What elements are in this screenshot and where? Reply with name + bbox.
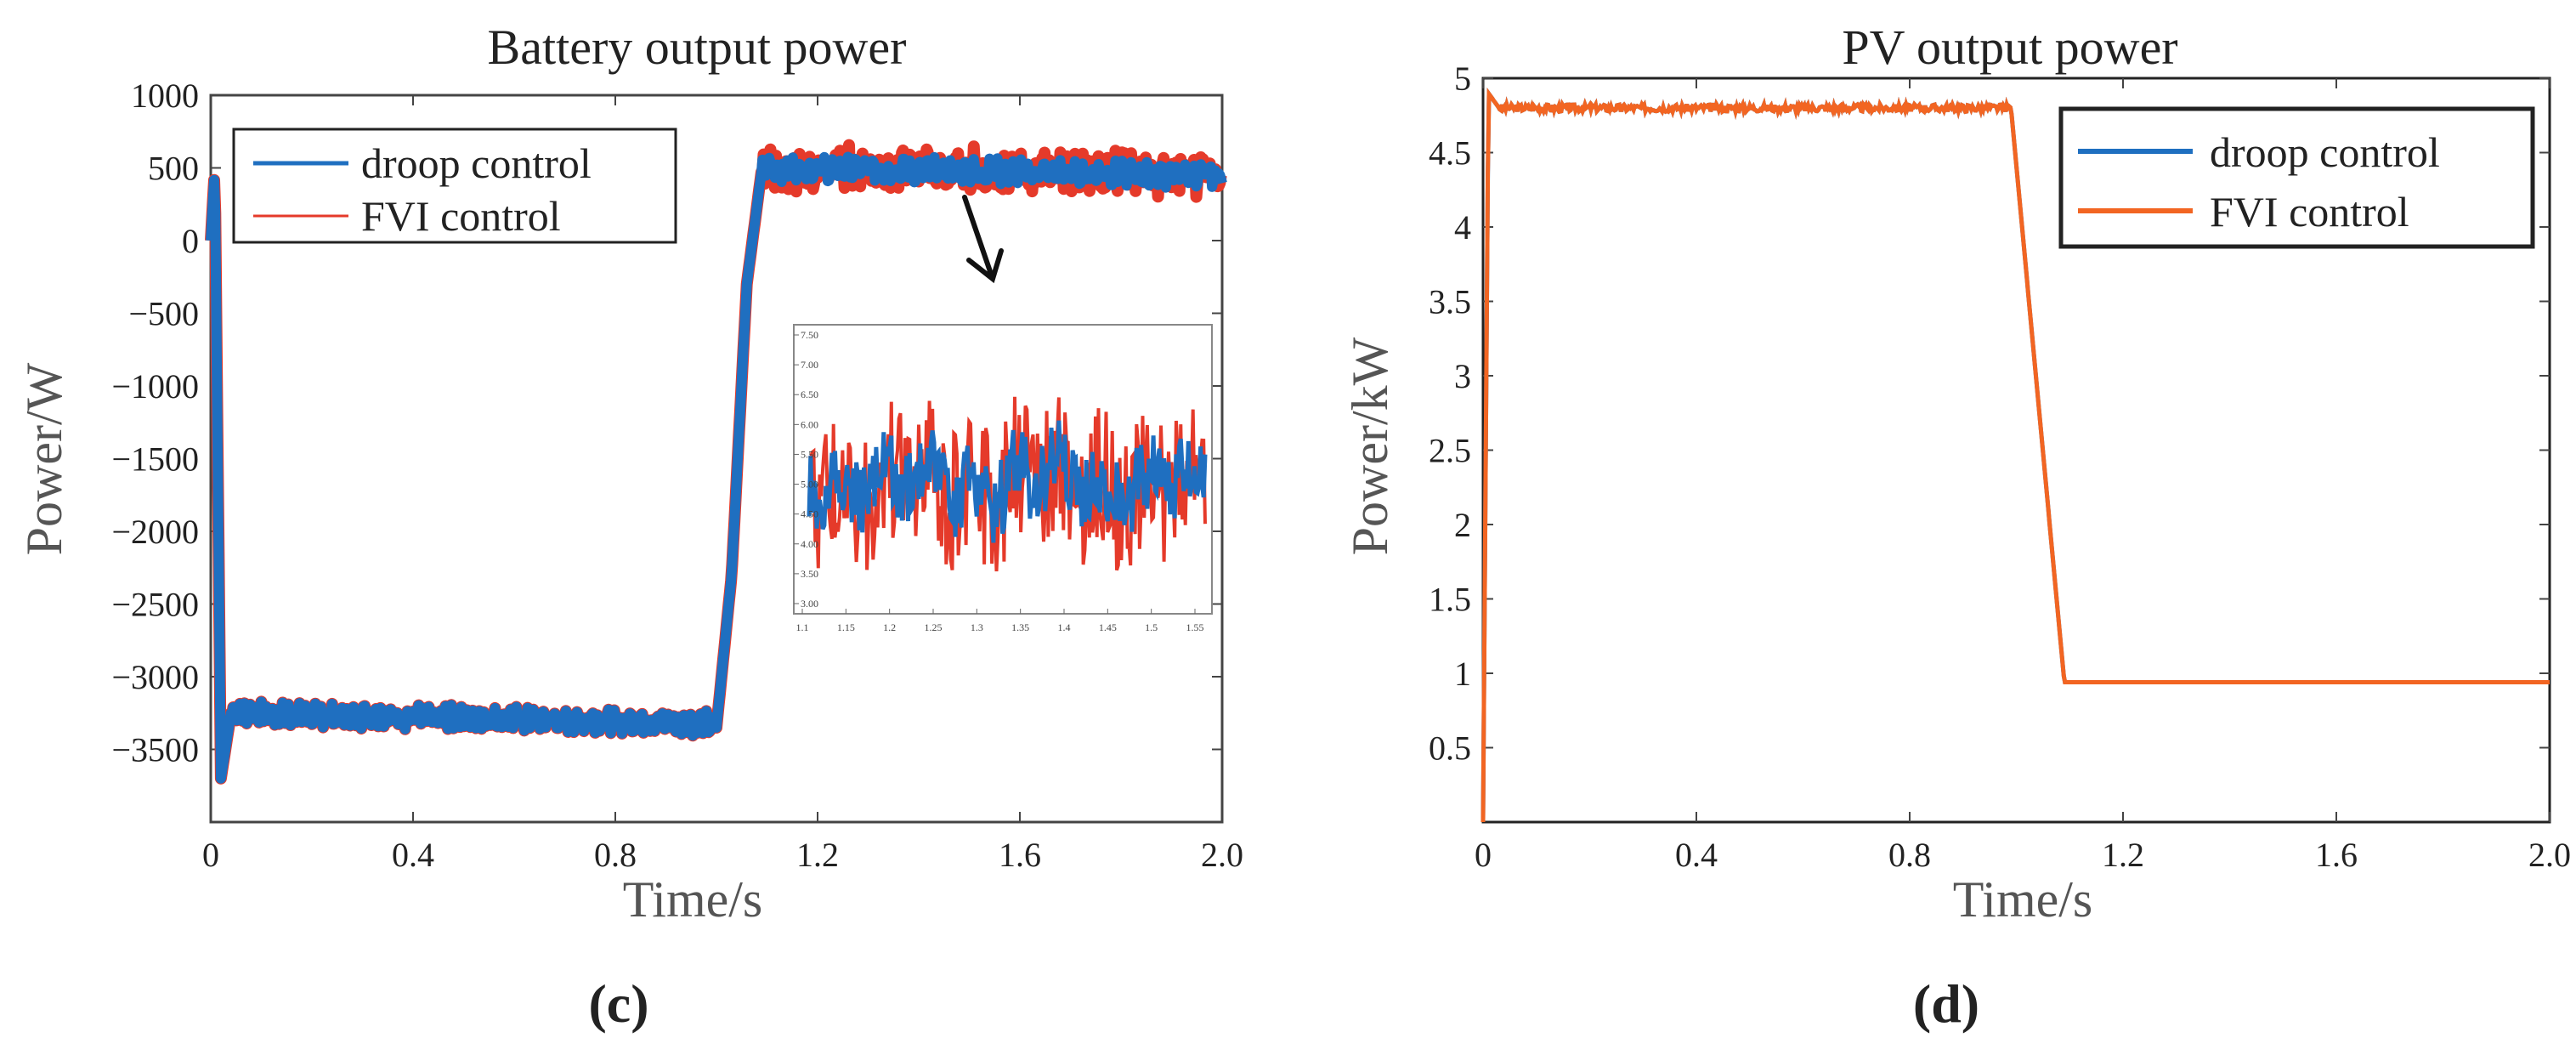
xtick-label: 0.8 [1888, 836, 1931, 874]
inset-xtick-label: 1.25 [925, 621, 943, 633]
ytick-label: 4.5 [1429, 134, 1471, 173]
ytick-label: 2.5 [1429, 432, 1471, 470]
inset-ytick-label: 7.50 [801, 329, 818, 341]
ytick-label: −3500 [111, 731, 199, 769]
xtick-label: 2.0 [1201, 836, 1243, 874]
chart-d-series [1480, 88, 2550, 823]
ytick-label: 1 [1454, 655, 1471, 693]
inset-xtick-label: 1.5 [1145, 621, 1158, 633]
chart-c-legend-box [232, 128, 677, 244]
chart-c-legend: droop control FVI control [232, 128, 677, 244]
chart-c-title: Battery output power [488, 20, 907, 75]
legend-label-droop: droop control [361, 139, 592, 187]
zoom-arrow [962, 195, 1004, 284]
chart-c-series [205, 139, 1227, 785]
inset-ytick-label: 6.50 [801, 389, 818, 400]
inset-xtick-label: 1.2 [883, 621, 896, 633]
chart-c-caption: (c) [588, 973, 648, 1034]
ytick-label: 2 [1454, 506, 1471, 544]
inset-xtick-label: 1.4 [1058, 621, 1071, 633]
inset-ytick-label: 3.50 [801, 568, 818, 580]
ytick-label: −1000 [111, 367, 199, 406]
legend-label-fvi: FVI control [361, 192, 561, 240]
xtick-label: 1.2 [2102, 836, 2144, 874]
chart-d-ytick-labels: 5 4.5 4 3.5 3 2.5 2 1.5 1 0.5 [1429, 60, 1471, 768]
inset-xtick-label: 1.55 [1186, 621, 1204, 633]
chart-c-xtick-labels: 0 0.4 0.8 1.2 1.6 2.0 [202, 836, 1243, 874]
inset-series-droop [807, 420, 1208, 543]
chart-c-ytick-labels: 1000 500 0 −500 −1000 −1500 −2000 −2500 −3000 −35… [111, 77, 199, 769]
xtick-label: 0.4 [1675, 836, 1718, 874]
ytick-label: −3000 [111, 658, 199, 696]
ytick-label: −500 [128, 295, 199, 333]
chart-c-ylabel: Power/W [16, 362, 72, 555]
chart-d-xlabel: Time/s [1953, 871, 2093, 927]
panel-c: Battery output power 1000 500 0 −500 −1000 −1… [16, 20, 1243, 1034]
xtick-label: 2.0 [2528, 836, 2571, 874]
ytick-label: 5 [1454, 60, 1471, 98]
ytick-label: 500 [148, 150, 199, 188]
inset-ytick-label: 5.50 [801, 448, 818, 460]
ytick-label: 4 [1454, 208, 1471, 247]
legend-label-droop-d: droop control [2210, 128, 2440, 176]
ytick-label: 1000 [131, 77, 199, 115]
xtick-label: 1.2 [796, 836, 839, 874]
inset-xtick-label: 1.15 [837, 621, 855, 633]
inset-xtick-label: 1.1 [796, 621, 809, 633]
inset-series-fvi [807, 396, 1207, 572]
ytick-label: −2500 [111, 586, 199, 624]
inset-ytick-label: 3.00 [801, 598, 818, 610]
ytick-label: −1500 [111, 440, 199, 479]
inset-ytick-label: 5.00 [801, 479, 818, 491]
series-fvi-line [1480, 88, 2550, 823]
ytick-label: −2000 [111, 513, 199, 551]
xtick-label: 1.6 [999, 836, 1041, 874]
ytick-label: 1.5 [1429, 581, 1471, 619]
inset-xtick-label: 1.3 [971, 621, 983, 633]
inset-ytick-label: 7.00 [801, 359, 818, 371]
ytick-label: 0 [182, 222, 199, 260]
legend-label-fvi-d: FVI control [2210, 188, 2409, 235]
ytick-label: 0.5 [1429, 729, 1471, 768]
chart-d-title: PV output power [1842, 20, 2177, 75]
chart-d-caption: (d) [1913, 973, 1979, 1034]
chart-d-legend: droop control FVI control [2058, 106, 2535, 249]
chart-d-ylabel: Power/kW [1342, 337, 1398, 555]
xtick-label: 0 [202, 836, 219, 874]
panel-d: PV output power 5 4.5 4 3.5 3 2.5 2 1.5 1 0.5 0 0.… [1342, 20, 2571, 1034]
series-droop-line [206, 151, 1227, 784]
inset-xtick-label: 1.35 [1011, 621, 1029, 633]
xtick-label: 0 [1475, 836, 1492, 874]
chart-c-xlabel: Time/s [623, 871, 763, 927]
xtick-label: 0.4 [392, 836, 434, 874]
inset-series [807, 396, 1208, 572]
ytick-label: 3.5 [1429, 283, 1471, 321]
chart-d-legend-box [2058, 106, 2535, 249]
inset-ticks: 7.50 7.00 6.50 6.00 5.50 5.00 4.50 4.00 3.50 3.00… [794, 329, 1204, 633]
inset-ytick-label: 6.00 [801, 418, 818, 430]
inset-ytick-label: 4.00 [801, 538, 818, 550]
xtick-label: 1.6 [2315, 836, 2358, 874]
xtick-label: 0.8 [594, 836, 637, 874]
inset-ytick-label: 4.50 [801, 508, 818, 520]
inset-zoom: 7.50 7.00 6.50 6.00 5.50 5.00 4.50 4.00 3.50 3.00… [793, 324, 1213, 633]
ytick-label: 3 [1454, 357, 1471, 395]
chart-d-xtick-labels: 0 0.4 0.8 1.2 1.6 2.0 [1475, 836, 2571, 874]
inset-xtick-label: 1.45 [1099, 621, 1117, 633]
